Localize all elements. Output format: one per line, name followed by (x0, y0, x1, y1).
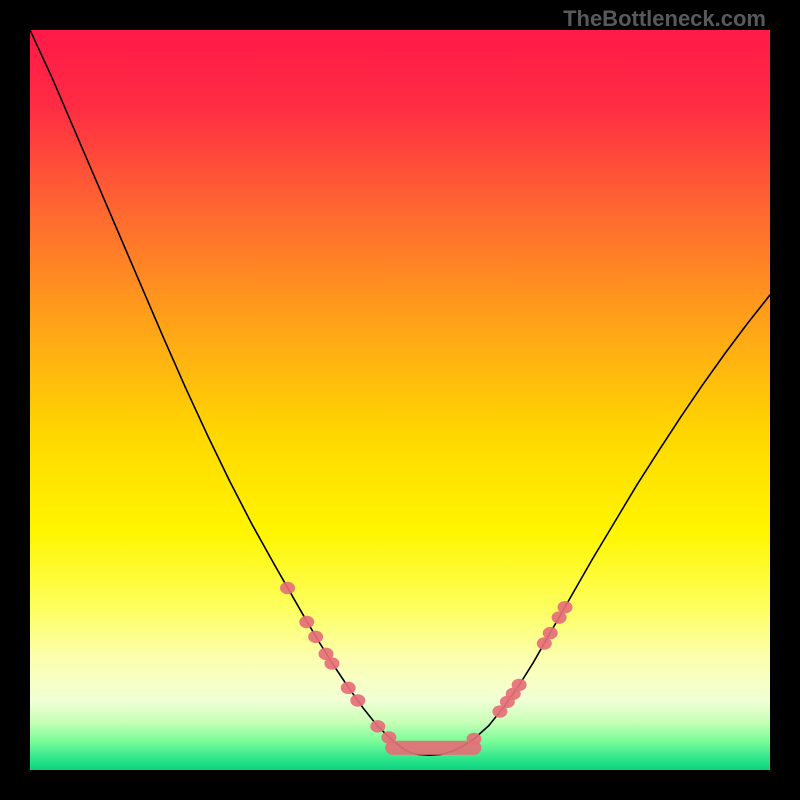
curve-marker (308, 631, 323, 643)
plot-area (30, 30, 770, 770)
curve-marker (299, 616, 314, 628)
watermark-text: TheBottleneck.com (563, 6, 766, 32)
curve-marker (350, 694, 365, 706)
bottleneck-curve-chart (30, 30, 770, 770)
bottom-marker-bar (385, 741, 481, 755)
chart-frame: TheBottleneck.com (0, 0, 800, 800)
curve-marker (558, 601, 573, 613)
curve-marker (543, 627, 558, 639)
gradient-background (30, 30, 770, 770)
curve-marker (324, 657, 339, 669)
curve-marker (341, 682, 356, 694)
curve-marker (370, 720, 385, 732)
curve-marker (280, 582, 295, 594)
curve-marker (512, 679, 527, 691)
